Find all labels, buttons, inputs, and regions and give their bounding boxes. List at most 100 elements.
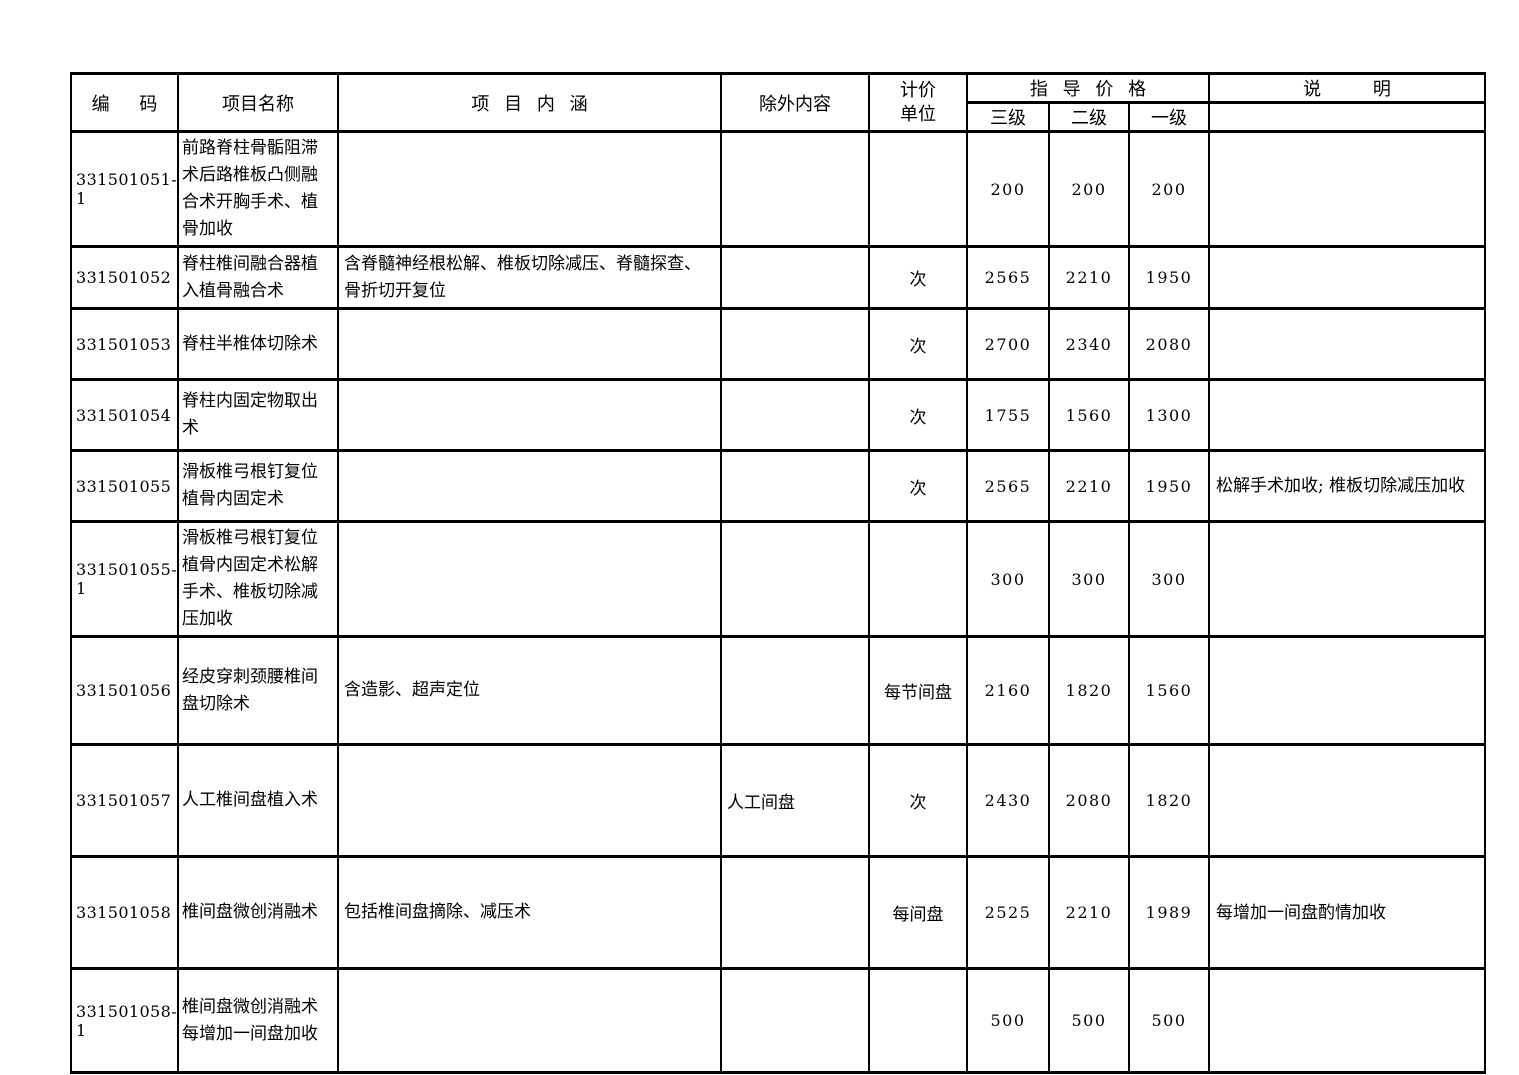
cell-price-l3: 2160 — [966, 635, 1050, 746]
cell-code: 331501056 — [70, 635, 179, 746]
cell-exclusion — [720, 307, 870, 381]
col-header-exclusion: 除外内容 — [720, 72, 870, 133]
cell-content — [337, 307, 722, 381]
cell-price-l2: 2210 — [1048, 245, 1130, 310]
cell-price-l2: 200 — [1048, 130, 1130, 248]
cell-price-l3: 2565 — [966, 449, 1050, 523]
header-row-1: 编 码 项目名称 项 目 内 涵 除外内容 计价 单位 指 导 价 格 说 明 — [70, 72, 1486, 133]
cell-name: 脊柱内固定物取出术 — [177, 378, 339, 452]
cell-content: 含脊髓神经根松解、椎板切除减压、脊髓探查、骨折切开复位 — [337, 245, 722, 310]
cell-price-l2: 300 — [1048, 520, 1130, 638]
cell-price-l3: 1755 — [966, 378, 1050, 452]
cell-exclusion — [720, 855, 870, 970]
cell-name: 椎间盘微创消融术 — [177, 855, 339, 970]
cell-name: 前路脊柱骨骺阻滞术后路椎板凸侧融合术开胸手术、植骨加收 — [177, 130, 339, 248]
cell-note — [1208, 743, 1486, 858]
cell-exclusion — [720, 449, 870, 523]
cell-note — [1208, 520, 1486, 638]
table-row: 331501058-1 椎间盘微创消融术每增加一间盘加收 500 500 500 — [70, 967, 1486, 1074]
cell-price-l2: 2080 — [1048, 743, 1130, 858]
cell-price-l3: 2430 — [966, 743, 1050, 858]
cell-code: 331501051-1 — [70, 130, 179, 248]
cell-unit: 次 — [868, 378, 968, 452]
cell-exclusion — [720, 967, 870, 1074]
cell-unit — [868, 130, 968, 248]
cell-note: 每增加一间盘酌情加收 — [1208, 855, 1486, 970]
cell-note — [1208, 130, 1486, 248]
cell-code: 331501057 — [70, 743, 179, 858]
cell-price-l1: 1560 — [1128, 635, 1210, 746]
cell-note — [1208, 378, 1486, 452]
col-header-name: 项目名称 — [177, 72, 339, 133]
cell-unit: 每节间盘 — [868, 635, 968, 746]
cell-price-l3: 500 — [966, 967, 1050, 1074]
col-header-code: 编 码 — [70, 72, 179, 133]
table-row: 331501052 脊柱椎间融合器植入植骨融合术 含脊髓神经根松解、椎板切除减压… — [70, 245, 1486, 310]
cell-name: 椎间盘微创消融术每增加一间盘加收 — [177, 967, 339, 1074]
cell-note — [1208, 967, 1486, 1074]
cell-content — [337, 967, 722, 1074]
col-header-note-sub — [1208, 101, 1486, 133]
cell-price-l1: 200 — [1128, 130, 1210, 248]
cell-note: 松解手术加收; 椎板切除减压加收 — [1208, 449, 1486, 523]
cell-price-l3: 2700 — [966, 307, 1050, 381]
header-row-2: 三级 二级 一级 — [71, 101, 1486, 133]
col-header-note: 说 明 — [1208, 72, 1486, 104]
cell-name: 滑板椎弓根钉复位植骨内固定术松解手术、椎板切除减压加收 — [177, 520, 339, 638]
cell-price-l3: 2525 — [966, 855, 1050, 970]
cell-name: 人工椎间盘植入术 — [177, 743, 339, 858]
cell-price-l1: 1989 — [1128, 855, 1210, 970]
table-row: 331501057 人工椎间盘植入术 人工间盘 次 2430 2080 1820 — [70, 743, 1486, 858]
cell-code: 331501058-1 — [70, 967, 179, 1074]
table-row: 331501051-1 前路脊柱骨骺阻滞术后路椎板凸侧融合术开胸手术、植骨加收 … — [70, 130, 1486, 248]
table-row: 331501058 椎间盘微创消融术 包括椎间盘摘除、减压术 每间盘 2525 … — [70, 855, 1486, 970]
cell-exclusion — [720, 378, 870, 452]
cell-price-l1: 300 — [1128, 520, 1210, 638]
cell-exclusion — [720, 520, 870, 638]
cell-price-l2: 2340 — [1048, 307, 1130, 381]
cell-unit: 次 — [868, 307, 968, 381]
col-header-price-l2: 二级 — [1048, 101, 1130, 133]
medical-price-table: 编 码 项目名称 项 目 内 涵 除外内容 计价 单位 指 导 价 格 说 明 … — [70, 72, 1486, 1074]
cell-code: 331501055 — [70, 449, 179, 523]
cell-price-l1: 1300 — [1128, 378, 1210, 452]
cell-unit — [868, 967, 968, 1074]
cell-exclusion — [720, 130, 870, 248]
cell-note — [1208, 245, 1486, 310]
cell-content — [337, 520, 722, 638]
cell-price-l2: 500 — [1048, 967, 1130, 1074]
col-header-unit-line1: 计价 — [900, 79, 936, 101]
cell-price-l1: 500 — [1128, 967, 1210, 1074]
cell-price-l2: 2210 — [1048, 855, 1130, 970]
col-header-unit-line2: 单位 — [900, 103, 936, 125]
cell-price-l3: 2565 — [966, 245, 1050, 310]
cell-code: 331501053 — [70, 307, 179, 381]
cell-unit: 每间盘 — [868, 855, 968, 970]
cell-note — [1208, 635, 1486, 746]
col-header-price-group: 指 导 价 格 — [966, 72, 1210, 104]
table-row: 331501056 经皮穿刺颈腰椎间盘切除术 含造影、超声定位 每节间盘 216… — [70, 635, 1486, 746]
cell-price-l1: 1950 — [1128, 449, 1210, 523]
table-row: 331501055-1 滑板椎弓根钉复位植骨内固定术松解手术、椎板切除减压加收 … — [70, 520, 1486, 638]
col-header-unit: 计价 单位 — [868, 72, 968, 133]
cell-price-l1: 2080 — [1128, 307, 1210, 381]
cell-content — [337, 378, 722, 452]
cell-name: 脊柱椎间融合器植入植骨融合术 — [177, 245, 339, 310]
table-row: 331501055 滑板椎弓根钉复位植骨内固定术 次 2565 2210 195… — [70, 449, 1486, 523]
cell-price-l2: 2210 — [1048, 449, 1130, 523]
col-header-content: 项 目 内 涵 — [337, 72, 722, 133]
cell-code: 331501052 — [70, 245, 179, 310]
cell-name: 脊柱半椎体切除术 — [177, 307, 339, 381]
cell-content — [337, 130, 722, 248]
col-header-price-l1: 一级 — [1128, 101, 1210, 133]
cell-unit: 次 — [868, 743, 968, 858]
cell-unit — [868, 520, 968, 638]
cell-code: 331501054 — [70, 378, 179, 452]
table-row: 331501053 脊柱半椎体切除术 次 2700 2340 2080 — [70, 307, 1486, 381]
table-row: 331501054 脊柱内固定物取出术 次 1755 1560 1300 — [70, 378, 1486, 452]
cell-code: 331501058 — [70, 855, 179, 970]
cell-content — [337, 449, 722, 523]
cell-price-l2: 1560 — [1048, 378, 1130, 452]
cell-price-l2: 1820 — [1048, 635, 1130, 746]
